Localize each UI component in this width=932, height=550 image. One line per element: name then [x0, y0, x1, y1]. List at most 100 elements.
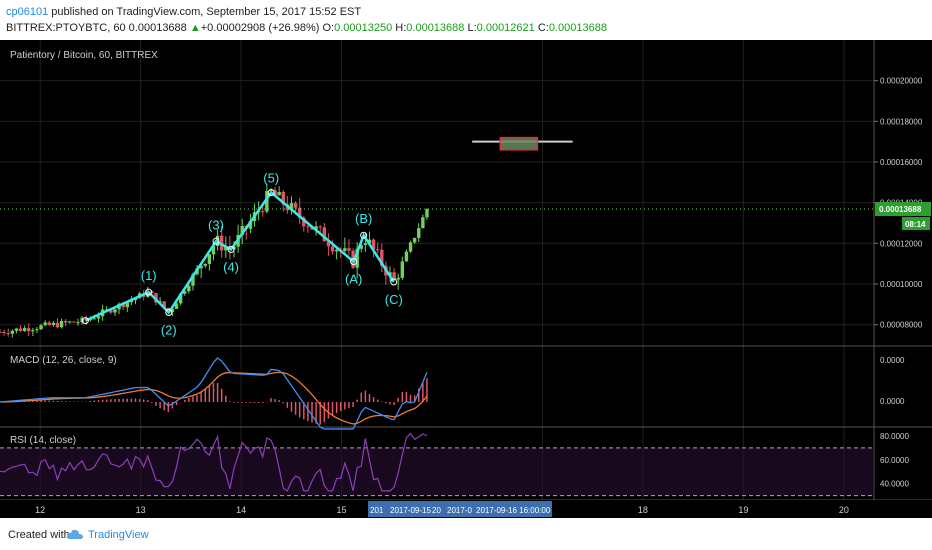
current-price-tag: [875, 202, 931, 217]
candle-body: [371, 239, 376, 250]
candle-body: [35, 329, 39, 331]
wave-label: (1): [141, 268, 157, 283]
time-tick-label: 19: [738, 505, 748, 515]
candle-body: [289, 203, 294, 211]
publish-line: cp06101 published on TradingView.com, Se…: [6, 6, 361, 18]
forecast-rect: [499, 136, 539, 151]
author-link[interactable]: cp06101: [6, 6, 49, 18]
price-panel-label: Patientory / Bitcoin, 60, BITTREX: [10, 50, 158, 61]
candle-body: [297, 207, 302, 218]
candle-body: [121, 303, 125, 308]
candle-body: [51, 322, 56, 325]
candle-body: [265, 191, 269, 212]
candle-body: [306, 226, 310, 228]
candle-body: [273, 190, 277, 196]
candle-body: [343, 248, 347, 251]
wave-label: (C): [385, 292, 403, 307]
change-text: +0.00002908 (+26.98%): [200, 22, 320, 34]
wave-node: [165, 308, 173, 316]
rsi-panel-label: RSI (14, close): [10, 435, 76, 446]
time-tick-label: 20: [839, 505, 849, 515]
candle-body: [68, 321, 72, 323]
time-highlight-label: 2017-09-15: [390, 506, 431, 515]
candle-body: [408, 242, 413, 252]
time-highlight-label: 2017-09-16 16:00:00: [476, 506, 551, 515]
wave-node: [390, 278, 398, 286]
candle-body: [0, 331, 2, 333]
candle-body: [162, 301, 166, 308]
candle-body: [170, 308, 175, 313]
up-arrow-icon: ▲: [189, 22, 201, 34]
candle-body: [302, 217, 306, 227]
candle-body: [334, 249, 339, 252]
candle-body: [240, 225, 244, 235]
candle-body: [146, 291, 150, 297]
candle-body: [359, 245, 363, 249]
candle-body: [425, 209, 429, 218]
open-label: O:: [322, 22, 335, 34]
price-tick-label: 0.00008000: [880, 321, 923, 330]
time-tick-label: 14: [236, 505, 246, 515]
candle-body: [347, 248, 351, 251]
wave-node: [360, 231, 368, 239]
macd-tick-label: 0.0000: [880, 356, 905, 365]
candle-body: [330, 246, 335, 252]
candle-body: [166, 307, 171, 313]
macd-panel-label: MACD (12, 26, close, 9): [10, 355, 117, 366]
price-tick-label: 0.00018000: [880, 117, 923, 126]
rsi-tick-label: 40.0000: [880, 480, 909, 489]
close-value: 0.00013688: [548, 22, 607, 34]
forecast-box[interactable]: [472, 136, 573, 151]
close-label: C:: [537, 22, 549, 34]
candle-body: [6, 333, 10, 335]
candle-body: [281, 191, 285, 205]
candle-body: [191, 274, 195, 286]
candle-body: [318, 226, 322, 228]
low-label: L:: [467, 22, 477, 34]
wave-label: (B): [355, 211, 372, 226]
candle-body: [421, 217, 425, 229]
ohlc-line: BITTREX:PTOYBTC, 60 0.00013688 ▲+0.00002…: [6, 22, 607, 34]
time-highlight-label: 201: [370, 506, 384, 515]
candle-body: [314, 226, 318, 230]
candle-body: [367, 239, 372, 244]
footer: Created with TradingView: [0, 518, 932, 550]
wave-node: [267, 189, 275, 196]
time-tick-label: 13: [136, 505, 146, 515]
last-price: 0.00013688: [128, 22, 187, 34]
wave-node: [145, 288, 153, 296]
candle-body: [351, 250, 355, 268]
candle-body: [39, 325, 43, 330]
wave-node: [212, 237, 220, 245]
rsi-band: [0, 447, 874, 496]
candle-body: [174, 303, 179, 309]
wave-line: [84, 190, 395, 322]
candle-body: [47, 322, 51, 325]
macd-tick-label: 0.0000: [880, 397, 905, 406]
price-tick-label: 0.00016000: [880, 158, 923, 167]
candle-body: [55, 322, 60, 328]
price-tick-label: 0.00010000: [880, 280, 923, 289]
candle-body: [400, 261, 405, 278]
published-text: published on TradingView.com, September …: [51, 6, 362, 18]
tradingview-link[interactable]: TradingView: [88, 529, 149, 541]
candle-body: [125, 302, 129, 308]
rsi-tick-label: 60.0000: [880, 456, 909, 465]
wave-node: [81, 317, 89, 325]
candle-body: [326, 241, 331, 247]
candle-body: [396, 277, 400, 280]
time-highlight-band: [368, 501, 552, 517]
candle-body: [261, 211, 265, 213]
candle-body: [363, 243, 368, 246]
candle-body: [178, 293, 183, 304]
chart-header: cp06101 published on TradingView.com, Se…: [0, 0, 932, 40]
time-highlight-label: 20: [432, 506, 441, 515]
current-price-tag-text: 0.00013688: [879, 205, 922, 214]
wave-node: [350, 258, 358, 266]
chart-canvas[interactable]: (1) (2) (3) (4) (5) (A) (B) (C) 0.0000 0.0000 80…: [0, 40, 932, 518]
low-value: 0.00012621: [476, 22, 535, 34]
wave-label: (2): [161, 322, 177, 337]
price-tick-label: 0.00020000: [880, 77, 923, 86]
elliott-wave-overlay: (1) (2) (3) (4) (5) (A) (B) (C): [81, 171, 403, 337]
candle-body: [355, 248, 359, 268]
